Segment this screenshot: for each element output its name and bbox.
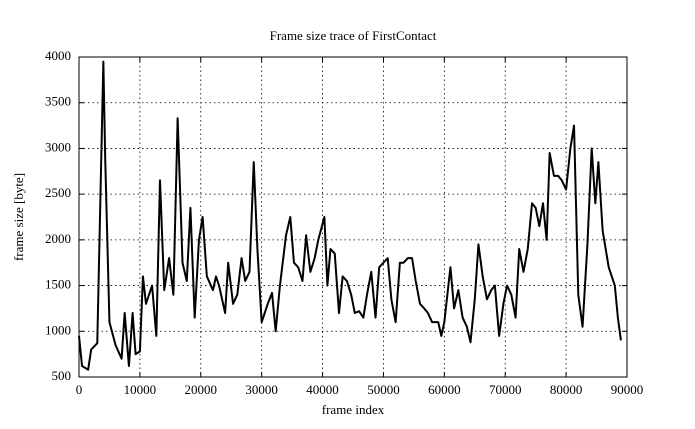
y-tick-label: 3000 (45, 139, 71, 154)
x-tick-label: 0 (76, 382, 83, 397)
y-tick-label: 500 (52, 368, 72, 383)
x-tick-label: 40000 (306, 382, 339, 397)
plot-frame (78, 56, 628, 378)
x-tick-label: 90000 (611, 382, 644, 397)
data-line (78, 60, 622, 371)
chart-title: Frame size trace of FirstContact (270, 28, 437, 43)
y-axis-label: frame size [byte] (11, 173, 26, 261)
x-tick-label: 80000 (550, 382, 583, 397)
y-tick-label: 4000 (45, 48, 71, 63)
x-tick-label: 30000 (245, 382, 278, 397)
y-tick-label: 2500 (45, 185, 71, 200)
x-tick-label: 20000 (185, 382, 218, 397)
x-tick-label: 10000 (124, 382, 157, 397)
x-axis-label: frame index (322, 402, 385, 417)
y-tick-label: 1000 (45, 322, 71, 337)
y-tick-label: 3500 (45, 94, 71, 109)
y-tick-label: 2000 (45, 231, 71, 246)
y-tick-label: 1500 (45, 277, 71, 292)
x-tick-label: 50000 (367, 382, 400, 397)
x-tick-label: 70000 (489, 382, 522, 397)
x-tick-label: 60000 (428, 382, 461, 397)
